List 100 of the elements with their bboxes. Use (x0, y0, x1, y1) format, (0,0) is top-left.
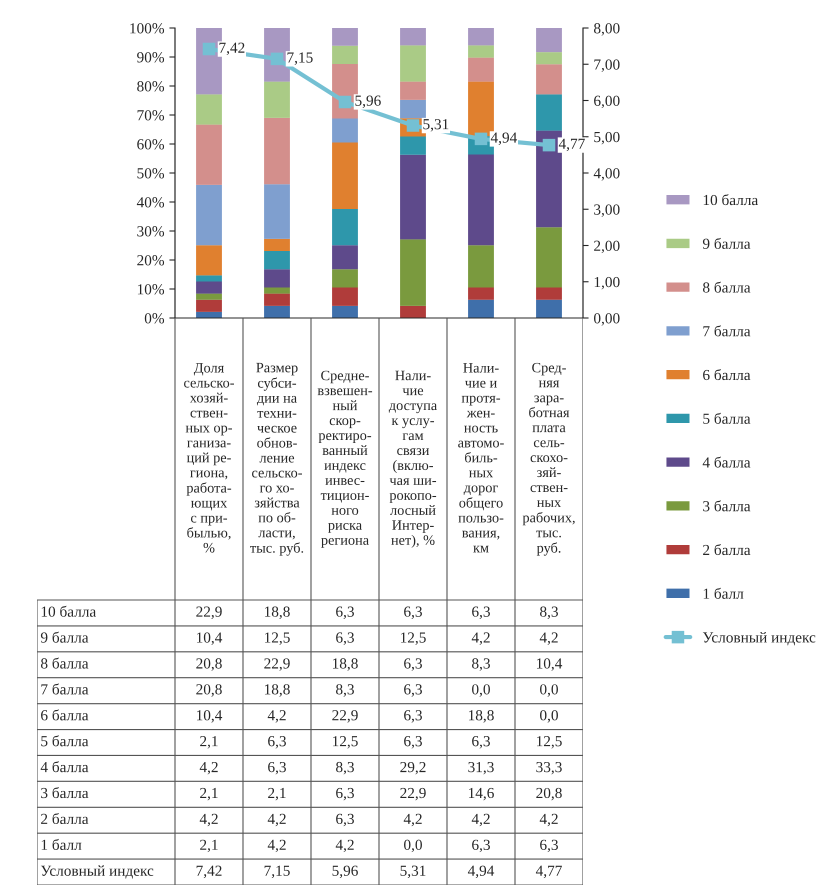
data-label: 6,3 (336, 788, 354, 800)
text: 4,77 (558, 138, 585, 152)
data-label: 6,3 (336, 606, 354, 619)
data-label: 0,0 (404, 840, 422, 852)
data-label: 6,3 (268, 736, 286, 749)
y2-tick-label: 4,00 (594, 168, 620, 181)
bar (332, 269, 358, 288)
legend-label: 2 балла (703, 544, 750, 556)
bar (196, 281, 222, 294)
text: 8 балла (40, 658, 88, 669)
bar (536, 300, 562, 318)
bar (332, 28, 358, 46)
bar (264, 184, 290, 239)
data-label: 18,8 (468, 710, 494, 723)
y2-tick-label: 5,00 (594, 132, 620, 144)
data-label: 6,3 (472, 840, 490, 852)
data-label: 6,3 (404, 684, 422, 697)
data-label: 12,5 (536, 736, 562, 749)
data-label: 5,96 (332, 866, 358, 878)
bar (536, 227, 562, 288)
data-label: 18,8 (264, 606, 290, 619)
y-tick-label: 90% (137, 52, 164, 62)
data-label: 0,0 (540, 684, 558, 697)
data-label: 6,3 (404, 606, 422, 619)
category-label: Сред- няя зара- ботная плата сель- скохо- зяй- ствен- ных рабочих, тыс. руб. (522, 362, 575, 556)
data-label: 6,3 (472, 606, 490, 619)
legend-label: 1 балл (704, 588, 744, 599)
data-label: 4,2 (404, 814, 422, 826)
y2-tick-label: 7,00 (594, 59, 620, 72)
legend-label: 5 балла (703, 412, 750, 424)
text: 7,42 (220, 42, 244, 56)
bar (468, 45, 494, 58)
point (542, 138, 556, 152)
data-label: 7,15 (264, 866, 290, 878)
bar (400, 100, 426, 118)
data-label: 4,2 (540, 814, 558, 826)
data-label: 18,8 (332, 658, 358, 671)
y2-tick-label: 1,00 (594, 276, 620, 290)
data-label: 22,9 (400, 788, 426, 800)
bar (264, 118, 290, 184)
data-label: 8,3 (540, 606, 558, 619)
text: 2 балла (41, 812, 88, 824)
bar (536, 52, 562, 64)
bar (536, 64, 562, 94)
text: 5 балла (41, 735, 88, 746)
data-label: 2,1 (268, 788, 286, 800)
text: 5,31 (423, 119, 448, 132)
point (338, 96, 352, 108)
bar (264, 82, 290, 118)
category-label: Нали- чие и протя- жен- ность автомо- биль- ных дорог общего пользо- вания, км (458, 363, 504, 552)
legend-label: 8 балла (703, 282, 750, 293)
legend-label: 3 балла (703, 500, 750, 512)
bar (332, 46, 358, 64)
text: 1 балл (42, 838, 82, 850)
y2-tick-label: 3,00 (594, 204, 620, 217)
bar (400, 306, 426, 318)
point (270, 52, 284, 66)
data-label: 7,42 (196, 866, 222, 878)
category-label: Доля сельско- хозяй- ствен- ных ор- ганиза- ций ре- гиона, работа- ющих с при- былью, % (184, 363, 234, 553)
bar (332, 288, 358, 306)
bar (196, 245, 222, 276)
text: 10 балла (42, 606, 96, 617)
bar (196, 124, 222, 185)
data-label: 0,0 (540, 710, 558, 723)
data-label: 12,5 (264, 632, 290, 645)
y2-tick-label: 0,00 (594, 313, 620, 326)
data-label: 22,9 (264, 658, 290, 671)
data-label: 4,2 (200, 814, 218, 826)
data-label: 12,5 (332, 736, 358, 749)
category-label: Размер субси- дии на техни- ческое обнов- ление сельско- го хо- зяйства по об- ласти, тыс. руб. (250, 362, 304, 556)
text: 4 балла (40, 761, 88, 772)
data-label: 22,9 (196, 606, 222, 619)
text: 4,94 (490, 132, 518, 145)
data-label: 4,2 (336, 840, 354, 852)
bar (264, 306, 290, 318)
data-label: 6,3 (336, 632, 354, 645)
legend-label: 6 балла (703, 369, 750, 380)
bar (196, 184, 222, 246)
data-label: 8,3 (336, 684, 354, 697)
text: 5,96 (355, 96, 381, 108)
bar (400, 154, 426, 240)
data-label: 8,3 (336, 762, 354, 774)
data-label: 14,6 (468, 788, 494, 800)
y-tick-label: 60% (137, 139, 164, 150)
data-label: 4,94 (468, 866, 494, 878)
text: 9 балла (40, 632, 88, 643)
data-label: 4,2 (540, 632, 558, 645)
y2-tick-label: 8,00 (594, 23, 620, 36)
data-label: 18,8 (264, 684, 290, 697)
data-label: 6,3 (404, 710, 422, 723)
data-label: 5,31 (400, 866, 426, 878)
y-tick-label: 30% (137, 226, 164, 236)
data-label: 2,1 (200, 840, 218, 852)
data-label: 22,9 (332, 710, 358, 723)
data-label: 8,3 (472, 658, 490, 671)
data-label: 6,3 (404, 736, 422, 749)
data-label: 10,4 (536, 658, 562, 671)
y2-tick-label: 2,00 (594, 240, 620, 254)
bar (196, 294, 222, 300)
y-tick-label: 80% (137, 81, 164, 92)
